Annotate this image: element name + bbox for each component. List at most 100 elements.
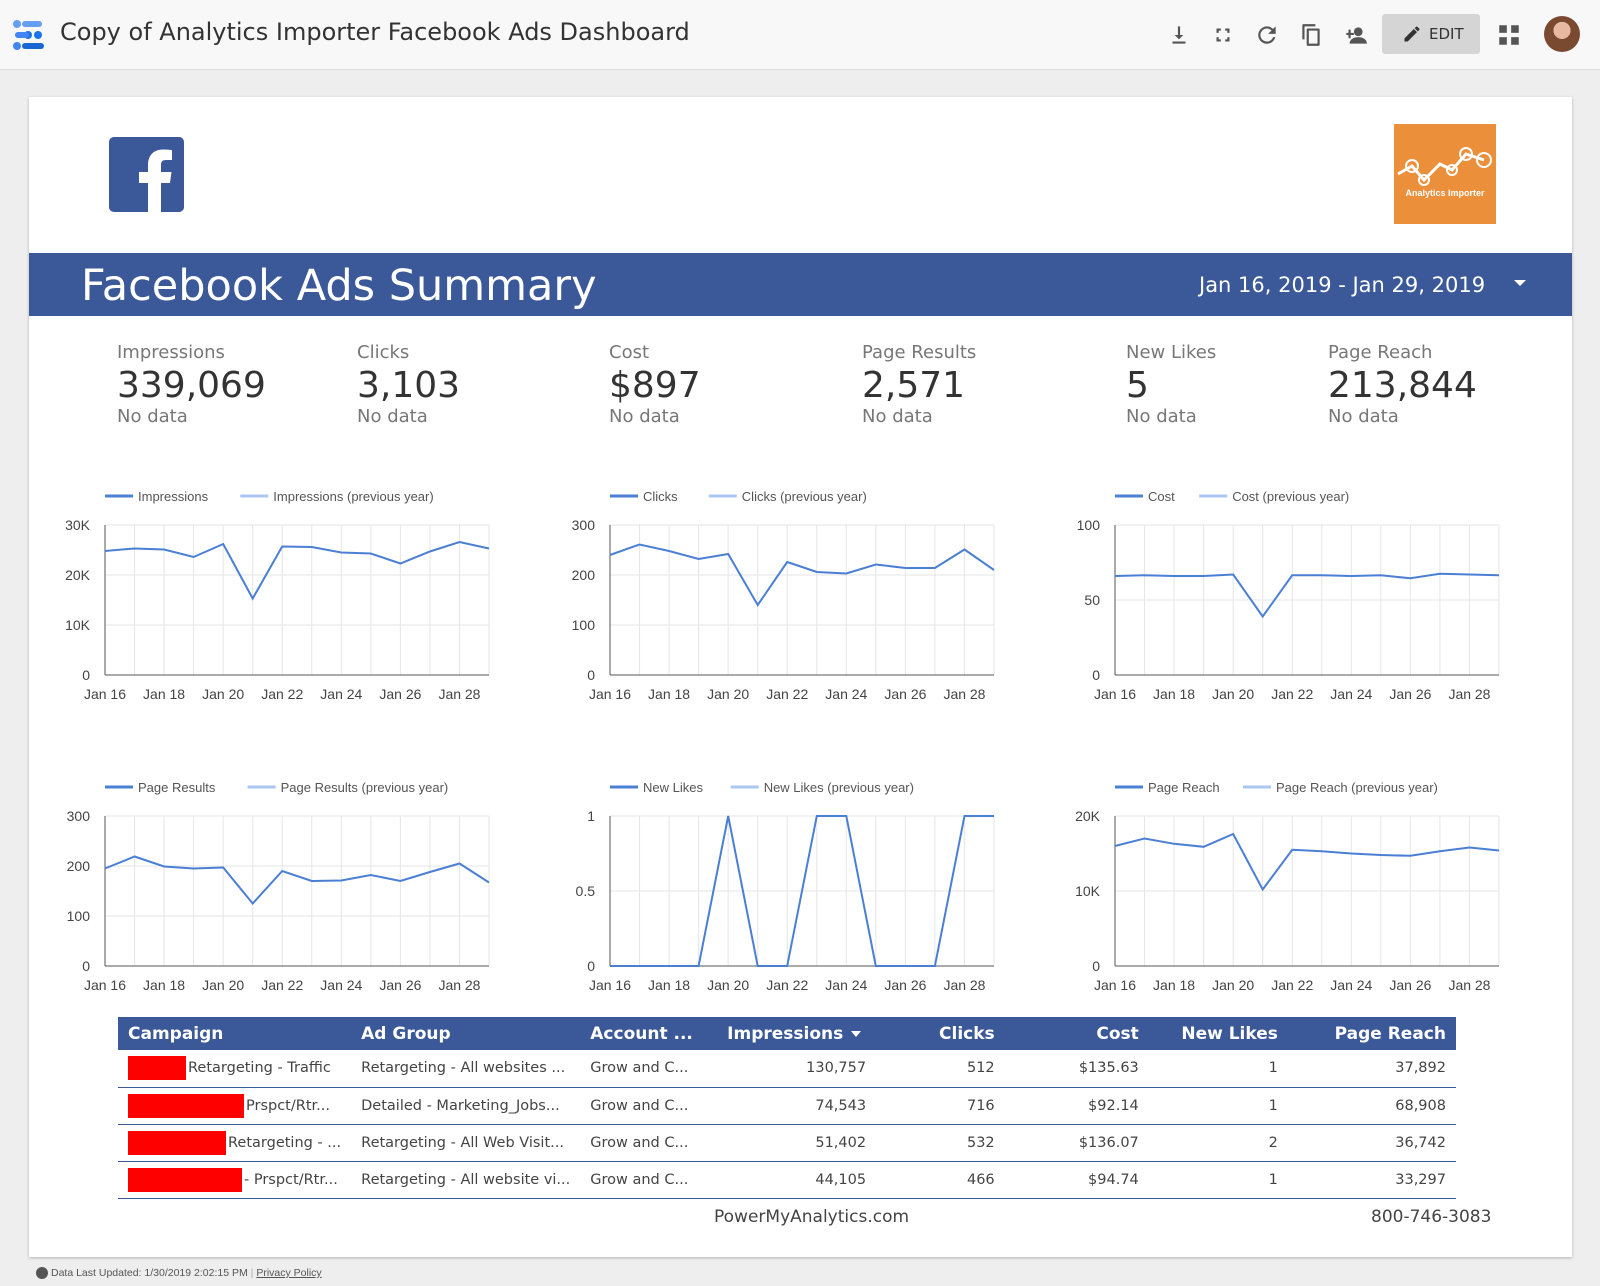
data-point[interactable] (697, 964, 701, 968)
chart-page-reach[interactable]: Page Reach Page Reach (previous year) 0 10K… (1075, 780, 1501, 993)
data-point[interactable] (133, 547, 137, 551)
data-point[interactable] (251, 597, 255, 601)
data-point[interactable] (726, 552, 730, 556)
share-person-icon[interactable] (1342, 22, 1368, 48)
data-point[interactable] (103, 549, 107, 553)
table-row[interactable]: Retargeting - Traffic Retargeting - All … (118, 1050, 1456, 1088)
data-point[interactable] (1320, 849, 1324, 853)
data-point[interactable] (815, 570, 819, 574)
legend-item[interactable]: Cost (1115, 489, 1175, 504)
data-point[interactable] (162, 865, 166, 869)
col-header-cost[interactable]: Cost (1004, 1017, 1149, 1050)
data-point[interactable] (133, 855, 137, 859)
legend-item[interactable]: Clicks (610, 489, 678, 504)
data-point[interactable] (785, 964, 789, 968)
data-point[interactable] (280, 869, 284, 873)
col-header-account[interactable]: Account ... (580, 1017, 718, 1050)
data-point[interactable] (844, 572, 848, 576)
data-point[interactable] (192, 867, 196, 871)
data-point[interactable] (697, 557, 701, 561)
data-point[interactable] (1261, 888, 1265, 892)
data-studio-logo-icon[interactable] (12, 20, 46, 50)
kpi-page-reach[interactable]: Page Reach 213,844 No data (1328, 342, 1477, 427)
data-point[interactable] (844, 814, 848, 818)
legend-item[interactable]: Page Reach (1115, 780, 1220, 795)
legend-item[interactable]: Page Results (105, 780, 216, 795)
col-header-new-likes[interactable]: New Likes (1148, 1017, 1288, 1050)
data-point[interactable] (962, 814, 966, 818)
data-point[interactable] (1202, 845, 1206, 849)
data-point[interactable] (1143, 573, 1147, 577)
legend-item[interactable]: Impressions (previous year) (240, 489, 434, 504)
data-point[interactable] (874, 964, 878, 968)
data-point[interactable] (1202, 574, 1206, 578)
data-point[interactable] (1349, 852, 1353, 856)
chart-cost[interactable]: Cost Cost (previous year) 0 50 100 Jan 16 Jan … (1077, 489, 1501, 702)
data-point[interactable] (608, 964, 612, 968)
data-point[interactable] (428, 550, 432, 554)
data-point[interactable] (815, 814, 819, 818)
col-header-ad-group[interactable]: Ad Group (351, 1017, 581, 1050)
col-header-impressions[interactable]: Impressions (717, 1017, 877, 1050)
data-point[interactable] (638, 964, 642, 968)
data-point[interactable] (369, 873, 373, 877)
data-point[interactable] (487, 547, 491, 551)
data-point[interactable] (221, 866, 225, 870)
data-point[interactable] (280, 545, 284, 549)
data-point[interactable] (251, 902, 255, 906)
kpi-clicks[interactable]: Clicks 3,103 No data (357, 342, 460, 427)
kpi-impressions[interactable]: Impressions 339,069 No data (117, 342, 266, 427)
apps-grid-icon[interactable] (1496, 22, 1522, 48)
data-point[interactable] (1231, 832, 1235, 836)
table-row[interactable]: - Prspct/Rtr... Retargeting - All websit… (118, 1161, 1456, 1199)
data-point[interactable] (903, 566, 907, 570)
data-point[interactable] (785, 560, 789, 564)
data-point[interactable] (1172, 842, 1176, 846)
data-point[interactable] (162, 548, 166, 552)
download-icon[interactable] (1166, 22, 1192, 48)
data-point[interactable] (638, 543, 642, 547)
data-point[interactable] (1290, 848, 1294, 852)
data-point[interactable] (1113, 844, 1117, 848)
data-point[interactable] (726, 814, 730, 818)
data-point[interactable] (1438, 849, 1442, 853)
chart-impressions[interactable]: Impressions Impressions (previous year) 0 1… (29, 97, 1572, 1197)
data-point[interactable] (1497, 573, 1501, 577)
data-point[interactable] (1349, 574, 1353, 578)
data-point[interactable] (933, 964, 937, 968)
col-header-page-reach[interactable]: Page Reach (1287, 1017, 1456, 1050)
data-point[interactable] (398, 879, 402, 883)
data-point[interactable] (1261, 615, 1265, 619)
legend-item[interactable]: Page Results (previous year) (247, 780, 449, 795)
data-point[interactable] (903, 964, 907, 968)
data-point[interactable] (457, 540, 461, 544)
table-row[interactable]: Retargeting - ... Retargeting - All Web … (118, 1124, 1456, 1162)
data-point[interactable] (1320, 573, 1324, 577)
data-point[interactable] (310, 545, 314, 549)
data-point[interactable] (1231, 573, 1235, 577)
data-point[interactable] (339, 879, 343, 883)
kpi-cost[interactable]: Cost $897 No data (609, 342, 701, 427)
data-point[interactable] (1408, 854, 1412, 858)
data-point[interactable] (1379, 853, 1383, 857)
data-point[interactable] (221, 542, 225, 546)
data-point[interactable] (992, 814, 996, 818)
data-point[interactable] (369, 552, 373, 556)
data-point[interactable] (457, 862, 461, 866)
privacy-policy-link[interactable]: Privacy Policy (256, 1267, 322, 1279)
data-point[interactable] (339, 551, 343, 555)
data-point[interactable] (756, 964, 760, 968)
date-range-control[interactable]: Jan 16, 2019 - Jan 29, 2019 (1199, 273, 1486, 297)
data-point[interactable] (1290, 573, 1294, 577)
data-point[interactable] (310, 879, 314, 883)
campaign-table[interactable]: Campaign Ad Group Account ... Impression… (118, 1017, 1456, 1199)
refresh-icon[interactable] (1254, 22, 1280, 48)
kpi-page-results[interactable]: Page Results 2,571 No data (862, 342, 976, 427)
chart-page-results[interactable]: Page Results Page Results (previous year)… (67, 780, 491, 993)
data-point[interactable] (962, 548, 966, 552)
data-point[interactable] (1408, 576, 1412, 580)
data-point[interactable] (1143, 837, 1147, 841)
data-point[interactable] (608, 553, 612, 557)
data-point[interactable] (1172, 574, 1176, 578)
col-header-campaign[interactable]: Campaign (118, 1017, 352, 1050)
